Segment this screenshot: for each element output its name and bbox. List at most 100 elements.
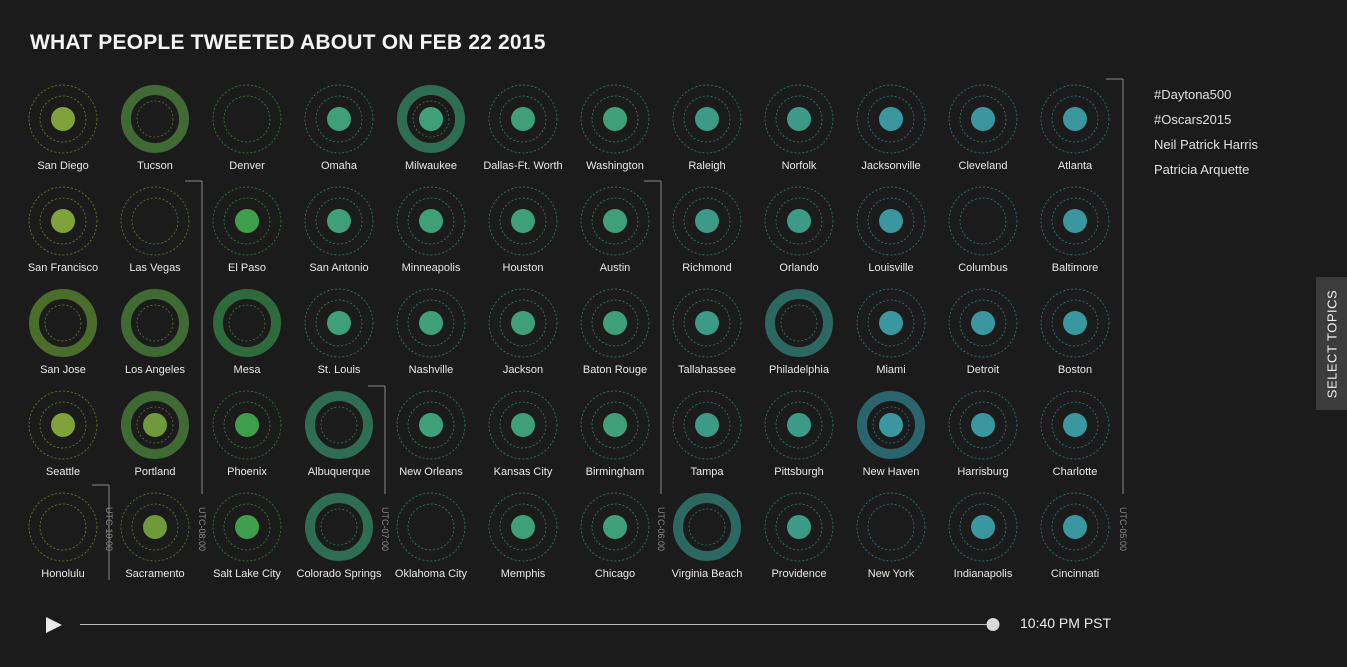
timeline-handle[interactable]: [986, 618, 1000, 631]
select-topics-button[interactable]: SELECT TOPICS: [1316, 277, 1347, 410]
topic-dot: [1063, 107, 1087, 131]
city-bubble[interactable]: Washington: [580, 84, 650, 172]
city-bubble[interactable]: Jackson: [488, 288, 558, 376]
city-bubble[interactable]: San Diego: [28, 84, 98, 172]
topic-item-neil-patrick-harris[interactable]: Neil Patrick Harris: [1154, 137, 1259, 152]
city-bubble[interactable]: San Jose: [29, 289, 97, 376]
city-bubble[interactable]: Salt Lake City: [212, 492, 281, 580]
topic-dot: [603, 413, 627, 437]
city-bubble[interactable]: Colorado Springs: [297, 493, 382, 580]
city-bubble[interactable]: Mesa: [213, 289, 281, 376]
city-bubble[interactable]: Los Angeles: [121, 289, 189, 376]
city-bubble[interactable]: San Antonio: [304, 186, 374, 274]
volume-ring: [121, 85, 189, 153]
city-label: San Jose: [40, 364, 86, 376]
guide-ring: [580, 390, 650, 460]
city-bubble[interactable]: Louisville: [856, 186, 926, 274]
guide-ring: [1040, 492, 1110, 562]
guide-ring: [1051, 197, 1099, 245]
city-bubble[interactable]: Tucson: [121, 85, 189, 172]
city-bubble[interactable]: Tallahassee: [672, 288, 742, 376]
city-bubble[interactable]: Chicago: [580, 492, 650, 580]
topic-dot: [1063, 515, 1087, 539]
city-bubble[interactable]: Dallas-Ft. Worth: [483, 84, 563, 172]
city-bubble[interactable]: Indianapolis: [948, 492, 1018, 580]
timeline-track[interactable]: [80, 624, 993, 625]
city-bubble[interactable]: Phoenix: [212, 390, 282, 478]
city-bubble[interactable]: Denver: [212, 84, 282, 172]
city-bubble[interactable]: Seattle: [28, 390, 98, 478]
guide-ring: [1051, 503, 1099, 551]
guide-ring: [867, 503, 915, 551]
guide-ring: [764, 492, 834, 562]
guide-ring: [1040, 390, 1110, 460]
city-bubble[interactable]: Portland: [121, 391, 189, 478]
city-bubble[interactable]: Norfolk: [764, 84, 834, 172]
topic-dot: [695, 107, 719, 131]
city-bubble[interactable]: Detroit: [948, 288, 1018, 376]
topic-dot: [603, 515, 627, 539]
guide-ring: [948, 288, 1018, 358]
city-label: St. Louis: [318, 364, 361, 376]
city-bubble[interactable]: Raleigh: [672, 84, 742, 172]
city-bubble[interactable]: Harrisburg: [948, 390, 1018, 478]
guide-ring: [407, 401, 455, 449]
city-bubble[interactable]: Tampa: [672, 390, 742, 478]
city-bubble[interactable]: Boston: [1040, 288, 1110, 376]
guide-ring: [28, 186, 98, 256]
city-bubble[interactable]: Minneapolis: [396, 186, 466, 274]
topic-item-daytona500[interactable]: #Daytona500: [1154, 87, 1232, 102]
city-bubble[interactable]: Honolulu: [28, 492, 98, 580]
city-bubble[interactable]: New York: [856, 492, 926, 580]
city-bubble[interactable]: Nashville: [396, 288, 466, 376]
city-bubble[interactable]: Las Vegas: [120, 186, 190, 274]
city-bubble[interactable]: Albuquerque: [305, 391, 373, 478]
volume-ring: [121, 391, 189, 459]
city-bubble[interactable]: Virginia Beach: [672, 493, 743, 580]
city-bubble[interactable]: Atlanta: [1040, 84, 1110, 172]
city-bubble[interactable]: Birmingham: [580, 390, 650, 478]
city-bubble[interactable]: Cleveland: [948, 84, 1018, 172]
city-bubble[interactable]: New Orleans: [396, 390, 466, 478]
city-bubble[interactable]: Columbus: [948, 186, 1018, 274]
city-bubble[interactable]: Providence: [764, 492, 834, 580]
play-icon[interactable]: [44, 615, 64, 635]
city-bubble[interactable]: Oklahoma City: [395, 492, 468, 580]
topic-item-oscars2015[interactable]: #Oscars2015: [1154, 112, 1232, 127]
guide-ring: [764, 186, 834, 256]
city-bubble[interactable]: Austin: [580, 186, 650, 274]
city-bubble[interactable]: Sacramento: [120, 492, 190, 580]
city-bubble[interactable]: Baltimore: [1040, 186, 1110, 274]
city-bubble[interactable]: Omaha: [304, 84, 374, 172]
guide-ring: [775, 95, 823, 143]
city-bubble[interactable]: New Haven: [857, 391, 925, 478]
city-bubble[interactable]: Charlotte: [1040, 390, 1110, 478]
city-bubble[interactable]: Cincinnati: [1040, 492, 1110, 580]
city-bubble[interactable]: Milwaukee: [397, 85, 465, 172]
city-bubble[interactable]: Miami: [856, 288, 926, 376]
city-bubble[interactable]: Memphis: [488, 492, 558, 580]
city-bubble[interactable]: Philadelphia: [765, 289, 833, 376]
city-bubble[interactable]: Richmond: [672, 186, 742, 274]
topic-dot: [603, 107, 627, 131]
city-bubble[interactable]: Baton Rouge: [580, 288, 650, 376]
city-bubble[interactable]: El Paso: [212, 186, 282, 274]
city-label: Dallas-Ft. Worth: [483, 160, 562, 172]
guide-ring: [580, 492, 650, 562]
city-bubble[interactable]: Kansas City: [488, 390, 558, 478]
city-label: Tallahassee: [678, 364, 736, 376]
topic-dot: [419, 413, 443, 437]
city-label: Philadelphia: [769, 364, 830, 376]
guide-ring: [683, 299, 731, 347]
guide-ring: [948, 84, 1018, 154]
topic-item-patricia-arquette[interactable]: Patricia Arquette: [1154, 162, 1250, 177]
guide-ring: [412, 100, 450, 138]
topic-dot: [511, 209, 535, 233]
city-bubble[interactable]: Houston: [488, 186, 558, 274]
city-label: Washington: [586, 160, 644, 172]
city-bubble[interactable]: San Francisco: [28, 186, 98, 274]
city-bubble[interactable]: Jacksonville: [856, 84, 926, 172]
city-bubble[interactable]: St. Louis: [304, 288, 374, 376]
city-bubble[interactable]: Orlando: [764, 186, 834, 274]
city-bubble[interactable]: Pittsburgh: [764, 390, 834, 478]
